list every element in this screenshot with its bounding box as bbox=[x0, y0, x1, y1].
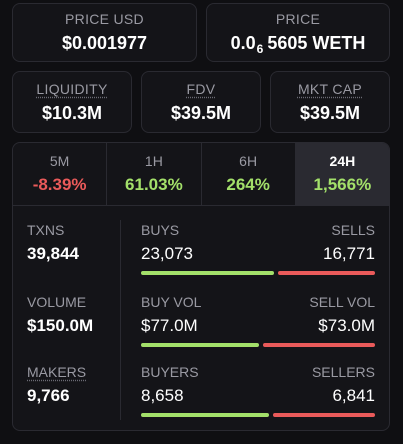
liquidity-value: $10.3M bbox=[41, 102, 103, 123]
volume-value: $150.0M bbox=[27, 316, 94, 335]
price-usd-label: PRICE USD bbox=[65, 11, 144, 27]
sellers-bar bbox=[273, 413, 375, 417]
buys-bar bbox=[141, 271, 275, 275]
sellers-label: SELLERS bbox=[311, 364, 375, 380]
tab-24h[interactable]: 24H 1,566% bbox=[295, 143, 389, 205]
buyers-sellers-row: BUYERS SELLERS 8,658 6,841 bbox=[141, 364, 375, 417]
makers-label[interactable]: MAKERS bbox=[27, 364, 87, 380]
tab-6h-label: 6H bbox=[239, 153, 258, 169]
sells-bar bbox=[278, 271, 375, 275]
buy-vol-label: BUY VOL bbox=[141, 294, 202, 310]
buyers-bar bbox=[141, 413, 270, 417]
stats-divider bbox=[120, 220, 121, 420]
tab-1h[interactable]: 1H 61.03% bbox=[107, 143, 202, 205]
makers-stat: MAKERS 9,766 bbox=[27, 364, 86, 406]
buys-sells-row: BUYS SELLS 23,073 16,771 bbox=[141, 222, 375, 275]
stats-body: TXNS 39,844 VOLUME $150.0M MAKERS 9,766 … bbox=[13, 206, 389, 430]
sell-vol-value: $73.0M bbox=[318, 316, 375, 335]
price-value: 0.0 6 5605 WETH bbox=[230, 33, 366, 56]
sells-label: SELLS bbox=[331, 222, 375, 238]
fdv-card: FDV $39.5M bbox=[141, 71, 261, 133]
price-value-subscript: 6 bbox=[256, 42, 264, 56]
tab-5m[interactable]: 5M -8.39% bbox=[13, 143, 108, 205]
sells-value: 16,771 bbox=[323, 244, 375, 263]
sellers-value: 6,841 bbox=[332, 386, 375, 405]
liquidity-label[interactable]: LIQUIDITY bbox=[36, 80, 108, 97]
fdv-value: $39.5M bbox=[170, 102, 232, 123]
price-label: PRICE bbox=[275, 11, 321, 27]
price-usd-value: $0.001977 bbox=[61, 33, 148, 53]
sell-vol-bar bbox=[263, 343, 375, 347]
tab-1h-label: 1H bbox=[144, 153, 163, 169]
txns-value: 39,844 bbox=[27, 244, 79, 263]
tab-5m-change: -8.39% bbox=[32, 175, 87, 194]
buyers-value: 8,658 bbox=[141, 386, 184, 405]
txns-label: TXNS bbox=[27, 222, 65, 238]
price-value-rest: 5605 WETH bbox=[267, 33, 366, 53]
liquidity-card: LIQUIDITY $10.3M bbox=[12, 71, 132, 133]
makers-value: 9,766 bbox=[27, 386, 70, 405]
price-card: PRICE 0.0 6 5605 WETH bbox=[206, 3, 390, 62]
tab-6h-change: 264% bbox=[226, 175, 270, 194]
tab-24h-change: 1,566% bbox=[313, 175, 372, 194]
buy-sell-volume-row: BUY VOL SELL VOL $77.0M $73.0M bbox=[141, 294, 375, 347]
tab-24h-label: 24H bbox=[329, 153, 356, 169]
tab-6h[interactable]: 6H 264% bbox=[202, 143, 296, 205]
stats-panel: 5M -8.39% 1H 61.03% 6H 264% 24H 1,566% T… bbox=[12, 142, 390, 431]
buy-vol-value: $77.0M bbox=[141, 316, 198, 335]
fdv-label[interactable]: FDV bbox=[186, 80, 216, 97]
mkt-cap-card: MKT CAP $39.5M bbox=[270, 71, 390, 133]
buys-sells-ratio-bar bbox=[141, 271, 375, 275]
volume-label: VOLUME bbox=[27, 294, 87, 310]
txns-stat: TXNS 39,844 bbox=[27, 222, 79, 264]
mkt-cap-label[interactable]: MKT CAP bbox=[297, 80, 363, 97]
price-usd-card: PRICE USD $0.001977 bbox=[12, 3, 197, 62]
sell-vol-label: SELL VOL bbox=[309, 294, 375, 310]
tab-5m-label: 5M bbox=[49, 153, 70, 169]
timeframe-tabs: 5M -8.39% 1H 61.03% 6H 264% 24H 1,566% bbox=[13, 143, 389, 206]
buyers-sellers-ratio-bar bbox=[141, 413, 375, 417]
mkt-cap-value: $39.5M bbox=[299, 102, 361, 123]
buy-vol-bar bbox=[141, 343, 260, 347]
buys-value: 23,073 bbox=[141, 244, 193, 263]
volume-stat: VOLUME $150.0M bbox=[27, 294, 93, 336]
tab-1h-change: 61.03% bbox=[125, 175, 183, 194]
buys-label: BUYS bbox=[141, 222, 180, 238]
buyers-label: BUYERS bbox=[141, 364, 199, 380]
price-value-prefix: 0.0 bbox=[230, 33, 256, 53]
volume-ratio-bar bbox=[141, 343, 375, 347]
